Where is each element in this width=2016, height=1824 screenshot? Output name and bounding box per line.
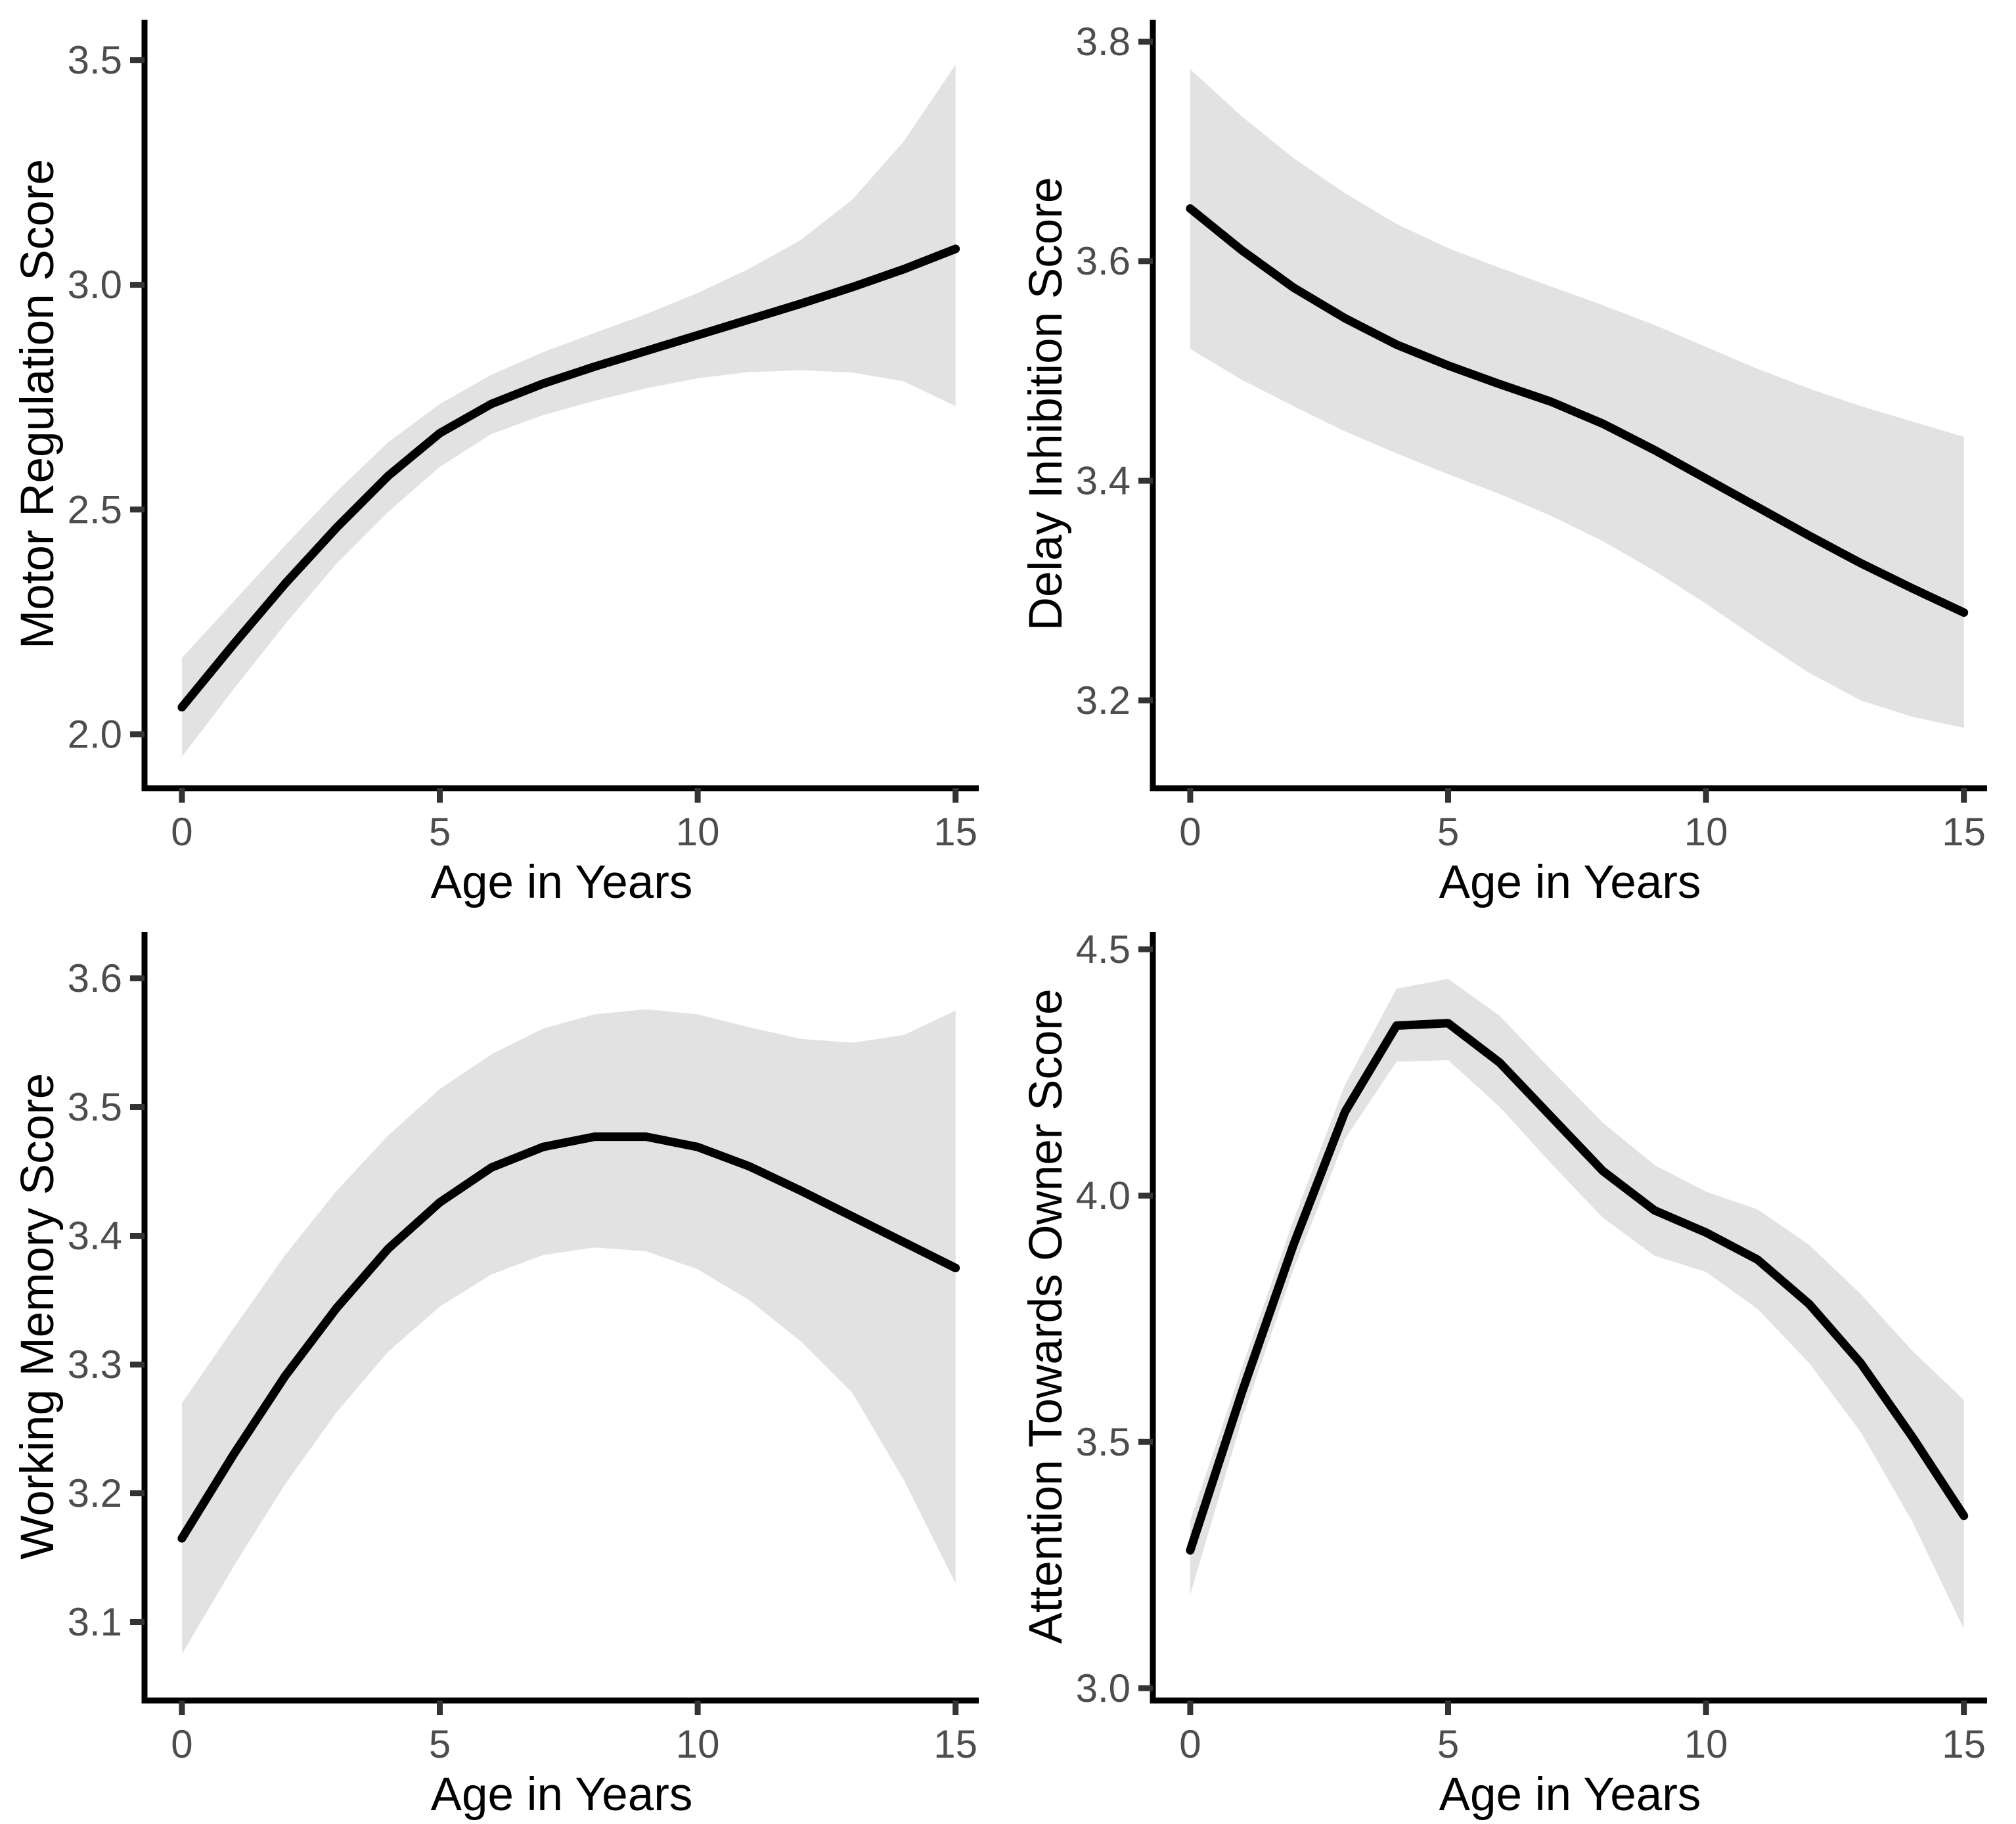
x-tick-label-10: 10 <box>676 810 720 854</box>
panel-working-memory-score: 3.1 3.2 3.3 3.4 3.5 3.6 0 5 10 15 Age in Years Work… <box>12 932 979 1821</box>
y-axis-title: Delay Inhibition Score <box>1020 177 1072 631</box>
y-axis-title: Attention Towards Owner Score <box>1020 989 1072 1643</box>
panel-attention-towards-owner-score: 3.0 3.5 4.0 4.5 0 5 10 15 Age in Years Attention … <box>1020 927 1987 1821</box>
x-tick-label-10: 10 <box>1684 810 1728 854</box>
y-tick-label-3.8: 3.8 <box>1076 20 1131 64</box>
smooth-line <box>177 244 960 712</box>
x-tick-label-10: 10 <box>676 1722 720 1766</box>
x-tick-label-15: 15 <box>933 810 977 854</box>
x-tick-label-5: 5 <box>1437 1722 1459 1766</box>
x-tick-label-15: 15 <box>1942 810 1986 854</box>
y-axis-title: Working Memory Score <box>12 1073 64 1559</box>
y-tick-label-3.6: 3.6 <box>1076 239 1131 283</box>
x-axis-title: Age in Years <box>1439 1769 1701 1821</box>
smooth-line <box>1186 1019 1969 1555</box>
y-tick-label-3.0: 3.0 <box>1076 1666 1131 1710</box>
x-tick-label-0: 0 <box>1179 810 1201 854</box>
y-tick-label-4.0: 4.0 <box>1076 1174 1131 1218</box>
y-tick-label-4.5: 4.5 <box>1076 927 1131 971</box>
y-tick-label-3.4: 3.4 <box>1076 459 1131 503</box>
x-tick-label-10: 10 <box>1684 1722 1728 1766</box>
confidence-band <box>1190 979 1964 1630</box>
x-tick-label-0: 0 <box>1179 1722 1201 1766</box>
x-tick-label-5: 5 <box>429 810 451 854</box>
panel-delay-inhibition-score: 3.2 3.4 3.6 3.8 0 5 10 15 Age in Years Delay Inhi… <box>1020 20 1987 908</box>
y-tick-label-3.4: 3.4 <box>68 1214 122 1258</box>
x-axis-title: Age in Years <box>431 856 693 908</box>
y-tick-label-2.5: 2.5 <box>68 487 122 531</box>
x-tick-label-0: 0 <box>171 810 192 854</box>
x-tick-label-15: 15 <box>1942 1722 1986 1766</box>
x-axis-title: Age in Years <box>1439 856 1701 908</box>
x-tick-label-0: 0 <box>171 1722 192 1766</box>
smooth-line <box>1186 204 1969 617</box>
y-tick-label-3.2: 3.2 <box>68 1471 122 1515</box>
y-axis-title: Motor Regulation Score <box>12 159 64 649</box>
y-tick-label-3.1: 3.1 <box>68 1600 122 1644</box>
x-tick-label-15: 15 <box>933 1722 977 1766</box>
y-tick-label-3.0: 3.0 <box>68 263 122 307</box>
panel-motor-regulation-score: 2.0 2.5 3.0 3.5 0 5 10 15 Age in Years Motor Regu… <box>12 20 979 908</box>
x-axis-title: Age in Years <box>431 1769 693 1821</box>
confidence-band <box>181 1009 956 1655</box>
y-tick-label-2.0: 2.0 <box>68 712 122 756</box>
confidence-band <box>1190 69 1964 728</box>
x-tick-label-5: 5 <box>429 1722 451 1766</box>
y-tick-label-3.5: 3.5 <box>1076 1420 1131 1464</box>
y-tick-label-3.2: 3.2 <box>1076 678 1131 723</box>
y-tick-label-3.5: 3.5 <box>68 38 122 82</box>
confidence-band <box>181 64 956 757</box>
y-tick-label-3.5: 3.5 <box>68 1085 122 1129</box>
y-tick-label-3.3: 3.3 <box>68 1343 122 1387</box>
x-tick-label-5: 5 <box>1437 810 1459 854</box>
y-tick-label-3.6: 3.6 <box>68 956 122 1000</box>
smooth-line <box>177 1132 960 1543</box>
